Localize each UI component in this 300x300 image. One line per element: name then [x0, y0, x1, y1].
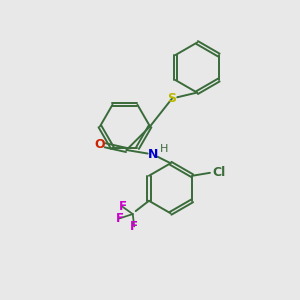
Text: H: H: [160, 143, 168, 154]
Text: F: F: [130, 220, 138, 233]
Text: O: O: [94, 138, 105, 151]
Text: N: N: [148, 148, 158, 161]
Text: F: F: [118, 200, 126, 213]
Text: Cl: Cl: [212, 166, 225, 179]
Text: S: S: [168, 92, 177, 105]
Text: F: F: [116, 212, 124, 225]
